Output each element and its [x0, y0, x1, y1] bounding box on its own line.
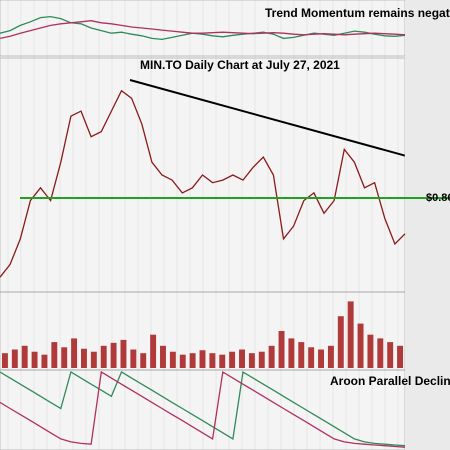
volume-bar — [21, 345, 28, 368]
volume-bar — [120, 339, 127, 368]
volume-bar — [160, 345, 166, 368]
volume-bar — [278, 331, 285, 368]
volume-bar — [318, 349, 324, 368]
volume-bar — [397, 345, 404, 368]
volume-bar — [169, 351, 176, 368]
volume-bar — [189, 353, 196, 368]
series-line — [0, 89, 406, 278]
annotation: Aroon Parallel Decline... — [330, 374, 450, 388]
volume-bar — [229, 351, 236, 368]
volume-bar — [219, 354, 226, 368]
volume-bar — [347, 301, 354, 368]
volume-bar — [41, 354, 48, 368]
volume-bar — [11, 349, 18, 368]
volume-bar — [298, 342, 305, 368]
volume-bar — [71, 338, 78, 368]
volume-bar — [248, 353, 255, 368]
volume-bar — [288, 338, 295, 368]
volume-bar — [179, 354, 186, 368]
volume-bar — [308, 347, 315, 368]
volume-bar — [337, 316, 344, 368]
volume-bar — [327, 345, 334, 368]
series-line — [0, 20, 406, 40]
volume-bar — [387, 342, 394, 368]
volume-bar — [150, 334, 157, 368]
volume-bar — [199, 350, 206, 368]
volume-bar — [377, 338, 384, 368]
volume-bar — [239, 349, 245, 368]
series-line — [0, 370, 406, 448]
volume-bar — [100, 345, 107, 368]
axis-strip — [405, 0, 450, 450]
volume-bar — [51, 342, 58, 368]
volume-bar — [130, 349, 137, 368]
volume-bar — [81, 348, 87, 368]
series-line — [0, 370, 406, 447]
annotation: Trend Momentum remains negative... — [265, 6, 450, 20]
volume-bar — [258, 351, 265, 368]
volume-bar — [357, 323, 364, 368]
volume-bar — [61, 347, 68, 368]
volume-bar — [31, 351, 38, 368]
trendline — [129, 79, 450, 169]
volume-bar — [268, 345, 275, 368]
volume-bar — [90, 351, 97, 368]
level-label: $0.86 — [426, 192, 450, 204]
volume-bar — [367, 334, 374, 368]
volume-bar — [140, 353, 147, 368]
volume-bar — [209, 353, 216, 368]
chart-title: MIN.TO Daily Chart at July 27, 2021 — [140, 58, 340, 72]
volume-bar — [110, 342, 117, 368]
volume-bar — [1, 353, 8, 368]
